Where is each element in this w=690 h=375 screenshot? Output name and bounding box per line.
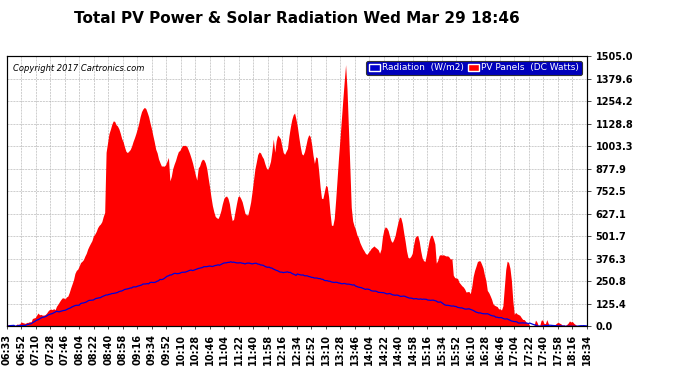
Text: Total PV Power & Solar Radiation Wed Mar 29 18:46: Total PV Power & Solar Radiation Wed Mar… — [74, 11, 520, 26]
Legend: Radiation  (W/m2), PV Panels  (DC Watts): Radiation (W/m2), PV Panels (DC Watts) — [366, 61, 582, 75]
Text: Copyright 2017 Cartronics.com: Copyright 2017 Cartronics.com — [12, 64, 144, 74]
